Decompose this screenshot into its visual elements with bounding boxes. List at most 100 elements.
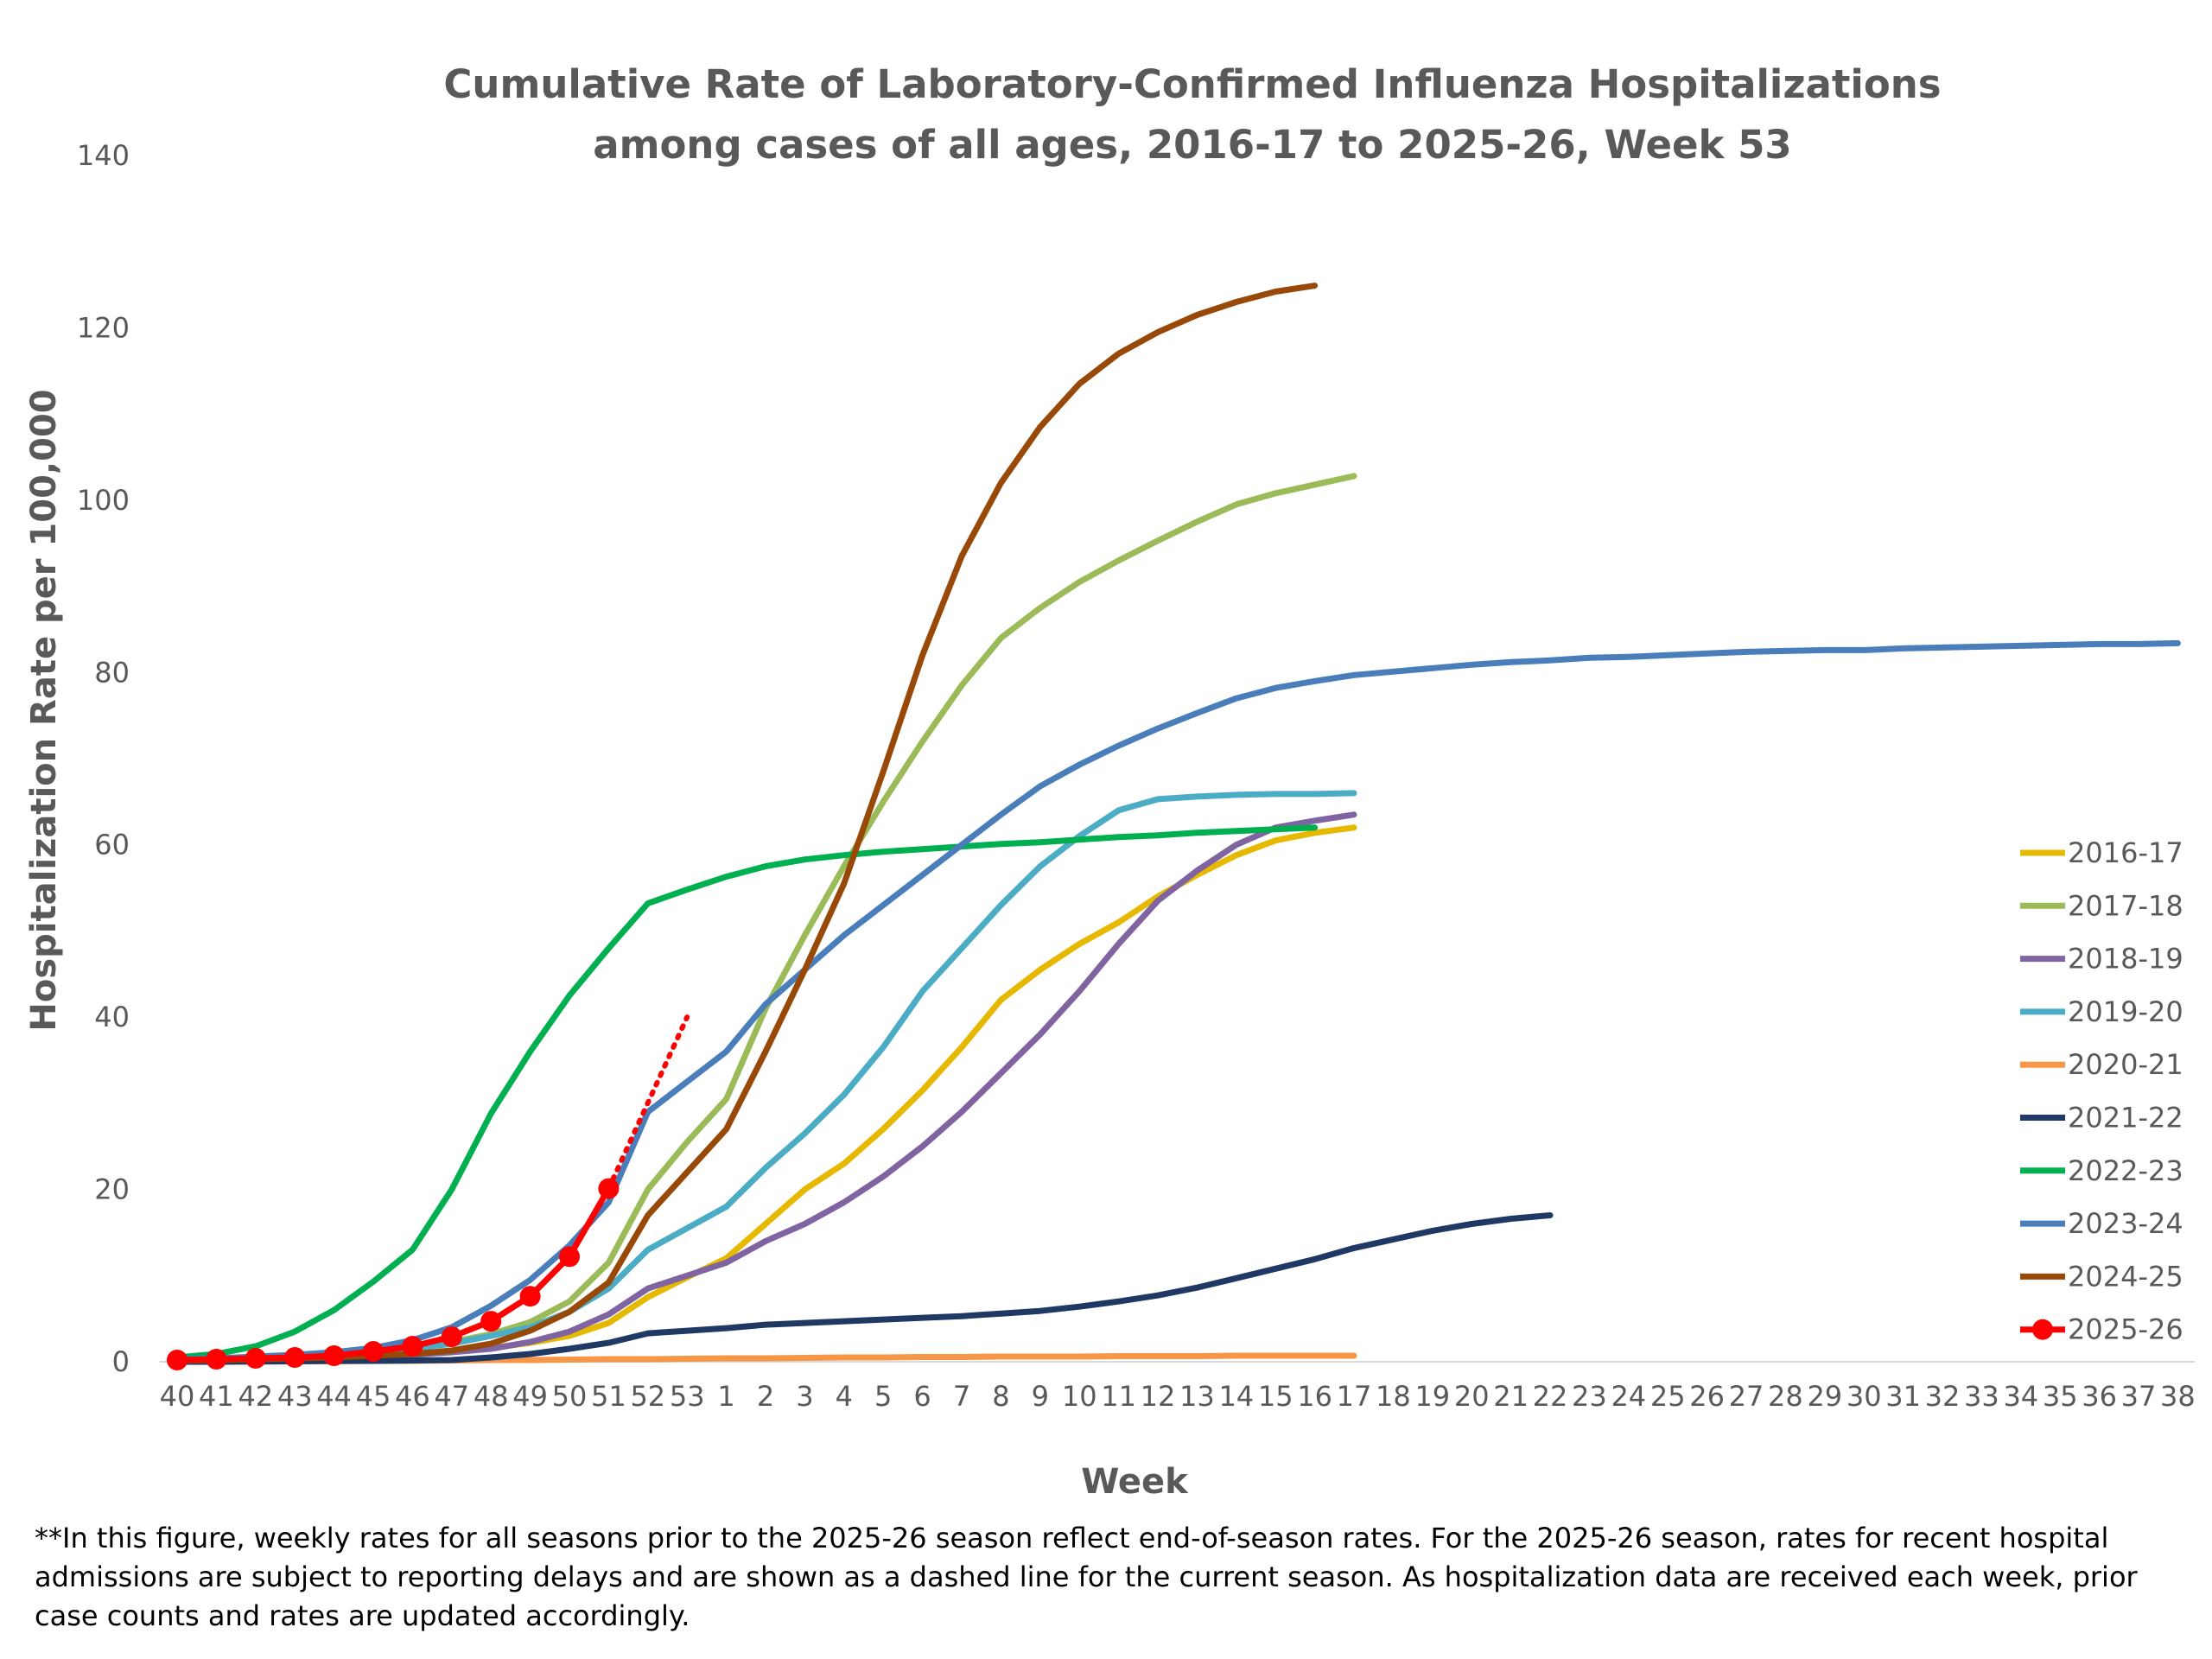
x-tick-label: 29 [1807, 1380, 1842, 1413]
x-tick-label: 15 [1258, 1380, 1294, 1413]
y-tick-label: 60 [94, 829, 130, 861]
data-point-2025-26 [598, 1178, 620, 1199]
data-point-2025-26 [441, 1326, 462, 1348]
x-tick-label: 32 [1925, 1380, 1961, 1413]
x-tick-label: 43 [277, 1380, 313, 1413]
series-line-2025-26 [174, 1185, 612, 1363]
x-tick-label: 24 [1611, 1380, 1646, 1413]
x-tick-label: 4 [836, 1380, 853, 1413]
x-tick-label: 53 [670, 1380, 705, 1413]
series-line-2021-22 [174, 1212, 1554, 1365]
x-tick-label: 23 [1572, 1380, 1607, 1413]
y-axis-ticks: 0 20 40 60 80 100 120 140 [77, 139, 130, 1378]
y-tick-label: 100 [77, 484, 130, 517]
data-point-2025-26 [206, 1349, 227, 1370]
x-tick-label: 33 [1964, 1380, 1999, 1413]
series-line-2024-25 [174, 283, 1319, 1364]
x-tick-label: 26 [1689, 1380, 1725, 1413]
series-dashed-2025-26 [606, 1014, 690, 1192]
legend-label-2024-25: 2024-25 [2068, 1260, 2183, 1293]
x-tick-label: 41 [199, 1380, 234, 1413]
x-tick-label: 2 [757, 1380, 774, 1413]
x-tick-label: 8 [992, 1380, 1009, 1413]
x-tick-label: 3 [796, 1380, 813, 1413]
legend-label-2018-19: 2018-19 [2068, 943, 2183, 976]
chart-title-line-1: Cumulative Rate of Laboratory-Confirmed … [443, 61, 1941, 107]
x-tick-label: 13 [1179, 1380, 1215, 1413]
x-tick-label: 30 [1847, 1380, 1882, 1413]
legend-label-2021-22: 2021-22 [2068, 1102, 2183, 1135]
legend-label-2020-21: 2020-21 [2068, 1048, 2183, 1081]
y-tick-label: 20 [94, 1173, 130, 1206]
x-tick-label: 51 [591, 1380, 626, 1413]
x-tick-label: 48 [474, 1380, 509, 1413]
x-tick-label: 34 [2003, 1380, 2038, 1413]
legend-label-2017-18: 2017-18 [2068, 889, 2183, 922]
data-point-2025-26 [284, 1347, 306, 1369]
x-tick-label: 11 [1101, 1380, 1136, 1413]
x-tick-label: 27 [1729, 1380, 1764, 1413]
x-tick-label: 7 [953, 1380, 970, 1413]
legend-label-2023-24: 2023-24 [2068, 1207, 2183, 1240]
y-tick-label: 120 [77, 311, 130, 344]
data-point-2025-26 [519, 1286, 541, 1307]
x-tick-label: 1 [717, 1380, 734, 1413]
x-tick-label: 25 [1650, 1380, 1686, 1413]
x-axis-title: Week [1081, 1462, 1189, 1502]
legend-marker-2025-26 [2032, 1319, 2053, 1340]
x-axis-ticks: 40 41 42 43 44 45 46 47 48 49 50 51 52 53 1 2 3 4 5 6 7 8 9 10 1… [160, 1380, 2196, 1413]
y-tick-label: 0 [112, 1345, 130, 1378]
y-tick-label: 40 [94, 1001, 130, 1033]
y-tick-label: 80 [94, 656, 130, 689]
x-tick-label: 21 [1493, 1380, 1529, 1413]
x-tick-label: 17 [1337, 1380, 1372, 1413]
x-tick-label: 14 [1218, 1380, 1254, 1413]
legend-label-2016-17: 2016-17 [2068, 836, 2183, 869]
legend: 2016-17 2017-18 2018-19 2019-20 2020-21 2021-… [2020, 836, 2183, 1346]
data-point-2025-26 [323, 1345, 345, 1367]
x-tick-label: 20 [1454, 1380, 1490, 1413]
data-point-2025-26 [167, 1350, 188, 1371]
x-tick-label: 10 [1062, 1380, 1097, 1413]
x-tick-label: 46 [395, 1380, 430, 1413]
legend-label-2025-26: 2025-26 [2068, 1313, 2183, 1346]
x-tick-label: 19 [1414, 1380, 1450, 1413]
x-tick-label: 38 [2160, 1380, 2196, 1413]
x-tick-label: 52 [630, 1380, 665, 1413]
x-tick-label: 44 [316, 1380, 352, 1413]
legend-label-2019-20: 2019-20 [2068, 995, 2183, 1028]
x-tick-label: 12 [1141, 1380, 1176, 1413]
series-line-2022-23 [174, 824, 1319, 1361]
x-tick-label: 47 [434, 1380, 469, 1413]
y-tick-label: 140 [77, 139, 130, 172]
series-lines [167, 283, 2181, 1371]
data-point-2025-26 [245, 1348, 266, 1370]
x-tick-label: 18 [1376, 1380, 1411, 1413]
data-point-2025-26 [559, 1246, 580, 1268]
x-tick-label: 42 [238, 1380, 273, 1413]
x-tick-label: 31 [1885, 1380, 1921, 1413]
x-tick-label: 16 [1297, 1380, 1332, 1413]
legend-label-2022-23: 2022-23 [2068, 1154, 2183, 1187]
x-tick-label: 36 [2082, 1380, 2117, 1413]
footnote: **In this figure, weekly rates for all s… [35, 1522, 2138, 1632]
series-line-2023-24 [174, 639, 2181, 1363]
chart-title-line-2: among cases of all ages, 2016-17 to 2025… [593, 122, 1791, 168]
x-tick-label: 37 [2121, 1380, 2157, 1413]
x-tick-label: 45 [356, 1380, 391, 1413]
data-point-2025-26 [480, 1311, 502, 1332]
x-tick-label: 5 [874, 1380, 892, 1413]
x-tick-label: 40 [160, 1380, 195, 1413]
x-tick-label: 22 [1533, 1380, 1568, 1413]
x-tick-label: 35 [2043, 1380, 2078, 1413]
data-point-2025-26 [402, 1336, 423, 1357]
x-tick-label: 50 [552, 1380, 588, 1413]
x-tick-label: 28 [1768, 1380, 1803, 1413]
x-tick-label: 9 [1032, 1380, 1049, 1413]
y-axis-title: Hospitalization Rate per 100,000 [24, 389, 64, 1031]
series-line-2018-19 [174, 811, 1357, 1364]
x-tick-label: 6 [913, 1380, 931, 1413]
x-tick-label: 49 [512, 1380, 548, 1413]
series-line-2016-17 [174, 824, 1357, 1364]
